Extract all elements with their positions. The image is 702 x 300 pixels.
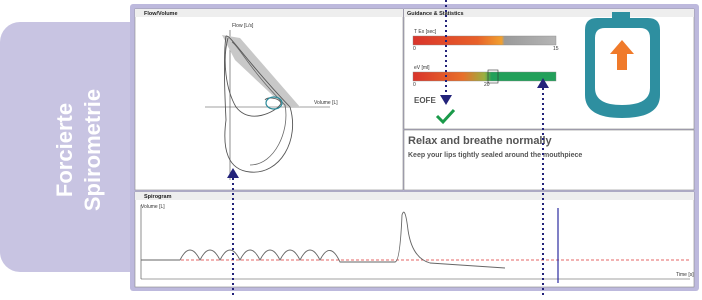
bar-tick: 0	[413, 82, 416, 88]
axis-label: Volume [L]	[314, 100, 338, 106]
bar-tick: 0	[413, 46, 416, 52]
bar-tick: 20	[484, 82, 490, 88]
axis-label: Volume [L]	[141, 204, 165, 210]
message-headline: Relax and breathe normally	[408, 135, 553, 147]
panel-title: Flow/Volume	[144, 11, 178, 17]
bar-tick: 15	[553, 46, 559, 52]
panel-header	[135, 192, 694, 200]
axis-label: Flow [L/s]	[232, 23, 254, 29]
bar-label: eV [ml]	[414, 65, 430, 71]
panel-title: Spirogram	[144, 194, 172, 200]
axis-label: Time [s]	[676, 272, 694, 278]
sidebar-title: Spirometrie	[80, 89, 105, 211]
page: Forcierte Spirometrie Flow/Volume Flow […	[0, 0, 702, 295]
t-ex-bar	[413, 36, 556, 45]
screen: Forcierte Spirometrie Flow/Volume Flow […	[0, 0, 702, 295]
panel-title: Guidance & Statistics	[407, 11, 464, 17]
flow-volume-panel	[135, 9, 403, 190]
sidebar-title: Forcierte	[52, 103, 77, 197]
ev-bar	[413, 72, 556, 81]
message-instruction: Keep your lips tightly sealed around the…	[408, 152, 582, 159]
eofe-label: EOFE	[414, 96, 436, 105]
bar-label: T Ex [sec]	[414, 29, 437, 35]
spirogram-panel	[135, 192, 694, 287]
